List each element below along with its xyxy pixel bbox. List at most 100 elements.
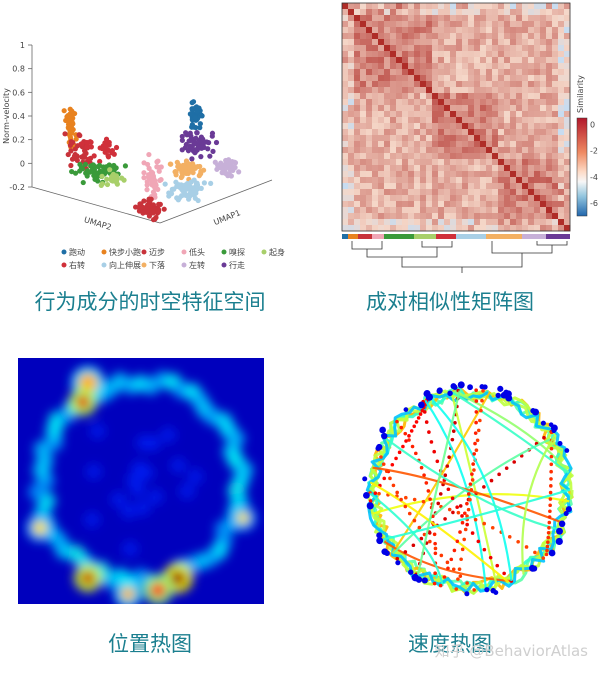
- matrix-cell: [384, 225, 391, 232]
- matrix-cell: [414, 189, 421, 196]
- speed-fast-point: [472, 588, 476, 592]
- matrix-cell: [498, 177, 505, 184]
- umap-point: [198, 154, 204, 160]
- matrix-cell: [462, 3, 469, 10]
- matrix-cell: [528, 219, 535, 226]
- matrix-cell: [504, 39, 511, 46]
- matrix-cell: [426, 141, 433, 148]
- matrix-cell: [456, 51, 463, 58]
- matrix-cell: [396, 159, 403, 166]
- matrix-cell: [360, 57, 367, 64]
- matrix-cell: [480, 177, 487, 184]
- umap-point: [141, 170, 147, 176]
- matrix-cell: [360, 75, 367, 82]
- speed-fast-point: [377, 491, 381, 496]
- matrix-cell: [552, 183, 559, 190]
- speed-fast-point: [435, 459, 440, 464]
- matrix-cell: [396, 165, 403, 172]
- matrix-cell: [564, 147, 571, 154]
- matrix-cell: [444, 171, 451, 178]
- heatmap-hotspot: [81, 571, 95, 585]
- matrix-cell: [408, 165, 415, 172]
- speed-fast-point: [455, 505, 459, 509]
- matrix-cell: [396, 225, 403, 232]
- matrix-cell: [396, 177, 403, 184]
- matrix-cell: [342, 9, 349, 16]
- matrix-cell: [534, 69, 541, 76]
- speed-fast-point: [546, 535, 551, 540]
- matrix-cell: [558, 27, 565, 34]
- matrix-cell: [450, 183, 457, 190]
- umap-point: [144, 182, 150, 188]
- matrix-cell: [354, 153, 361, 160]
- matrix-cell: [468, 21, 475, 28]
- speed-fast-point: [474, 388, 478, 392]
- matrix-cell: [438, 123, 445, 130]
- matrix-cell: [564, 63, 571, 70]
- umap-point: [90, 162, 96, 168]
- matrix-cell: [510, 105, 517, 112]
- matrix-cell: [342, 207, 349, 214]
- matrix-cell: [426, 57, 433, 64]
- matrix-cell: [498, 207, 505, 214]
- matrix-cell: [372, 177, 379, 184]
- heatmap-hotspot: [150, 582, 166, 598]
- matrix-cell: [390, 9, 397, 16]
- matrix-cell: [522, 171, 529, 178]
- matrix-cell: [516, 81, 523, 88]
- umap-point: [197, 139, 203, 145]
- matrix-cell: [360, 135, 367, 142]
- speed-fast-point: [433, 541, 437, 546]
- matrix-cell: [546, 183, 553, 190]
- matrix-cell: [366, 9, 373, 16]
- matrix-cell: [342, 87, 349, 94]
- matrix-cell: [468, 93, 475, 100]
- umap-point: [195, 197, 201, 204]
- matrix-cell: [468, 69, 475, 76]
- speed-slow-point: [467, 384, 473, 391]
- matrix-cell: [366, 123, 373, 130]
- matrix-cell: [552, 117, 559, 124]
- speed-fast-point: [457, 567, 462, 571]
- matrix-cell: [528, 117, 535, 124]
- matrix-cell: [396, 135, 403, 142]
- heatmap-inner-blob: [135, 434, 152, 451]
- heatmap-inner-blob: [120, 502, 137, 519]
- legend-marker: [101, 262, 107, 268]
- speed-fast-point: [379, 455, 383, 459]
- matrix-cell: [486, 165, 493, 172]
- matrix-cell: [552, 75, 559, 82]
- matrix-cell: [564, 69, 571, 76]
- matrix-cell: [390, 111, 397, 118]
- colorbar-tick-label: -4: [590, 173, 598, 182]
- speed-fast-point: [436, 501, 441, 506]
- matrix-cell: [378, 147, 385, 154]
- matrix-cell: [450, 15, 457, 22]
- matrix-cell: [456, 159, 463, 166]
- matrix-cell: [528, 93, 535, 100]
- matrix-cell: [426, 147, 433, 154]
- umap-point: [65, 151, 71, 158]
- speed-fast-point: [489, 478, 494, 483]
- matrix-cell: [516, 9, 523, 16]
- matrix-cell: [354, 141, 361, 148]
- matrix-cell: [378, 81, 385, 88]
- matrix-cell: [414, 9, 421, 16]
- matrix-cell: [474, 81, 481, 88]
- matrix-cell: [354, 27, 361, 34]
- matrix-cell: [546, 99, 553, 106]
- matrix-cell: [540, 117, 547, 124]
- matrix-cell: [378, 33, 385, 40]
- umap-point: [61, 108, 67, 114]
- matrix-cell: [426, 33, 433, 40]
- matrix-cell: [558, 165, 565, 172]
- matrix-cell: [486, 141, 493, 148]
- speed-slow-point: [565, 506, 572, 513]
- speed-fast-point: [547, 520, 552, 525]
- matrix-cell: [510, 75, 517, 82]
- matrix-cell: [558, 201, 565, 208]
- matrix-cell: [504, 15, 511, 22]
- speed-slow-point: [564, 448, 570, 453]
- matrix-cell: [546, 147, 553, 154]
- legend-marker: [221, 262, 227, 268]
